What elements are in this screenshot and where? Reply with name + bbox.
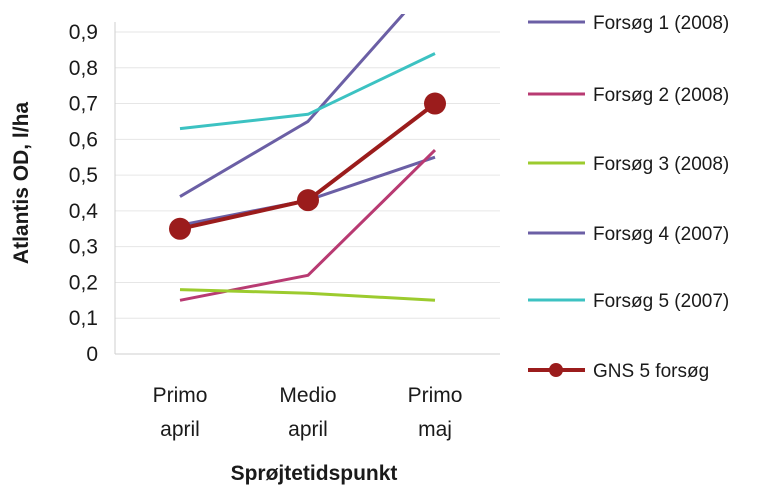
y-tick-label: 0,9: [69, 21, 98, 44]
legend-label: Forsøg 2 (2008): [593, 85, 729, 106]
y-tick-label: 0,2: [69, 271, 98, 294]
y-axis-title: Atlantis OD, l/ha: [10, 102, 33, 265]
legend-label: Forsøg 3 (2008): [593, 154, 729, 175]
series-line-3: [179, 288, 436, 302]
y-tick-label: 0,6: [69, 128, 98, 151]
legend-marker: [549, 363, 563, 377]
y-tick-label: 0,4: [69, 200, 99, 223]
y-tick-label: 0: [86, 343, 98, 366]
x-tick-label: april: [288, 418, 328, 441]
x-axis-title: Sprøjtetidspunkt: [231, 462, 398, 485]
x-tick-labels: Primo april Medio april Primo maj: [153, 384, 463, 441]
x-tick-label: maj: [418, 418, 452, 441]
x-tick-label: Primo: [408, 384, 463, 407]
series-point: [169, 217, 191, 240]
y-tick-label: 0,1: [69, 307, 98, 330]
series-line-4: [179, 14, 406, 198]
y-tick-label: 0,8: [69, 57, 98, 80]
x-tick-label: Primo: [153, 384, 208, 407]
x-tick-label: april: [160, 418, 200, 441]
series-point: [424, 92, 446, 115]
x-tick-label: Medio: [279, 384, 336, 407]
gridlines: [115, 31, 500, 319]
series-point: [297, 189, 319, 212]
legend-label: Forsøg 5 (2007): [593, 291, 729, 312]
y-tick-label: 0,3: [69, 236, 98, 259]
y-tick-label: 0,5: [69, 164, 98, 187]
y-tick-labels: 0 0,1 0,2 0,3 0,4 0,5 0,6 0,7 0,8 0,9: [69, 21, 99, 366]
legend-label: GNS 5 forsøg: [593, 361, 709, 382]
y-tick-label: 0,7: [69, 93, 98, 116]
series-line-5: [179, 52, 436, 131]
legend-label: Forsøg 4 (2007): [593, 224, 729, 245]
legend: Forsøg 1 (2008) Forsøg 2 (2008) Forsøg 3 (…: [528, 13, 729, 382]
series-lines: [169, 14, 446, 302]
legend-label: Forsøg 1 (2008): [593, 13, 729, 34]
